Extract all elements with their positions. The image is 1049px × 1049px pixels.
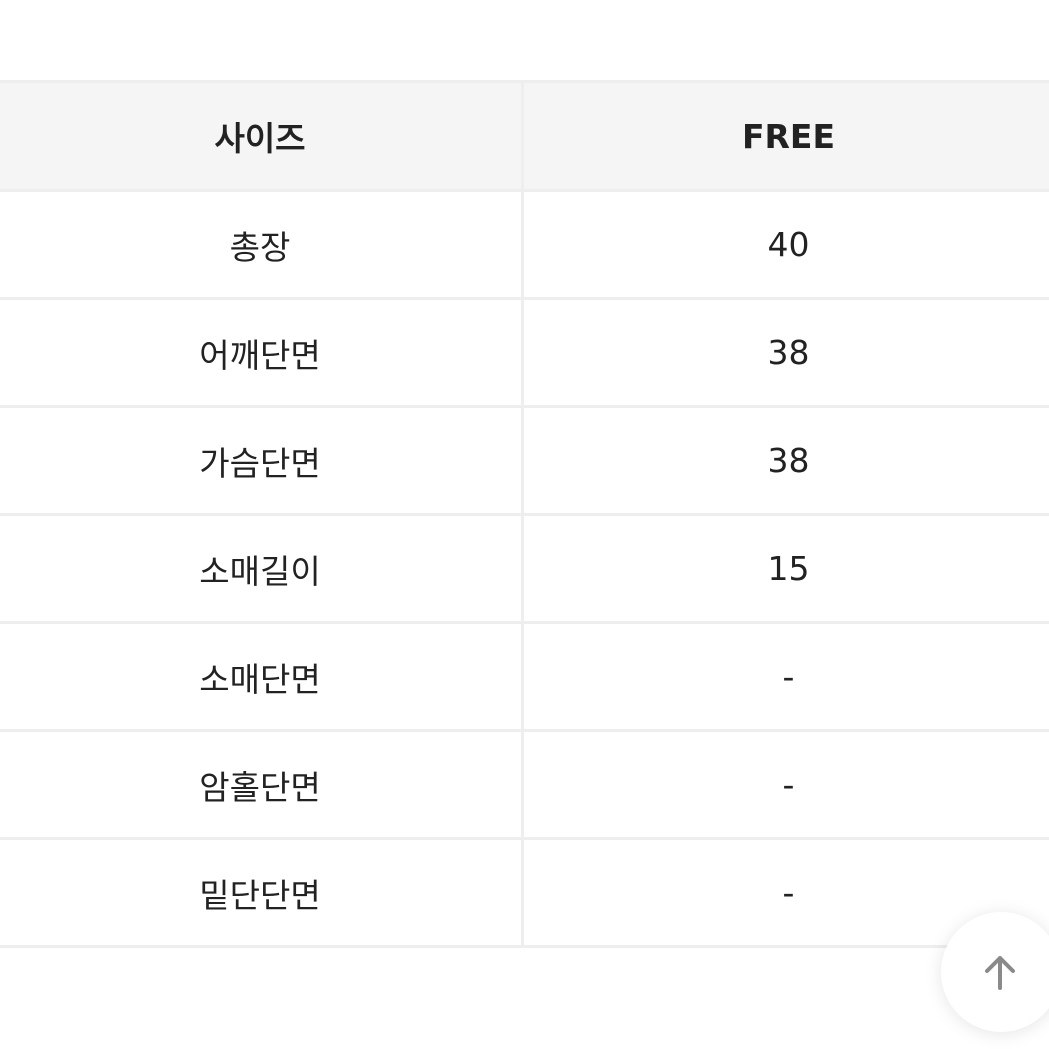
header-free: FREE [521,80,1049,192]
row-label: 어깨단면 [0,297,524,408]
header-size: 사이즈 [0,80,524,192]
table-row: 가슴단면 38 [0,405,1049,516]
table-row: 소매길이 15 [0,513,1049,624]
row-value: 38 [521,405,1049,516]
row-label: 가슴단면 [0,405,524,516]
table-row: 소매단면 - [0,621,1049,732]
size-table: 사이즈 FREE 총장 40 어깨단면 38 가슴단면 38 소매길이 15 소매단면 - 암홀단면… [0,80,1049,948]
scroll-to-top-button[interactable] [941,912,1049,1032]
table-row: 어깨단면 38 [0,297,1049,408]
table-row: 총장 40 [0,189,1049,300]
row-label: 밑단단면 [0,837,524,948]
row-value: 40 [521,189,1049,300]
row-value: 15 [521,513,1049,624]
row-value: 38 [521,297,1049,408]
table-row: 밑단단면 - [0,837,1049,948]
row-label: 암홀단면 [0,729,524,840]
row-label: 소매길이 [0,513,524,624]
row-label: 소매단면 [0,621,524,732]
table-row: 암홀단면 - [0,729,1049,840]
table-header-row: 사이즈 FREE [0,80,1049,192]
row-label: 총장 [0,189,524,300]
row-value: - [521,621,1049,732]
row-value: - [521,729,1049,840]
arrow-up-icon [985,956,1015,990]
